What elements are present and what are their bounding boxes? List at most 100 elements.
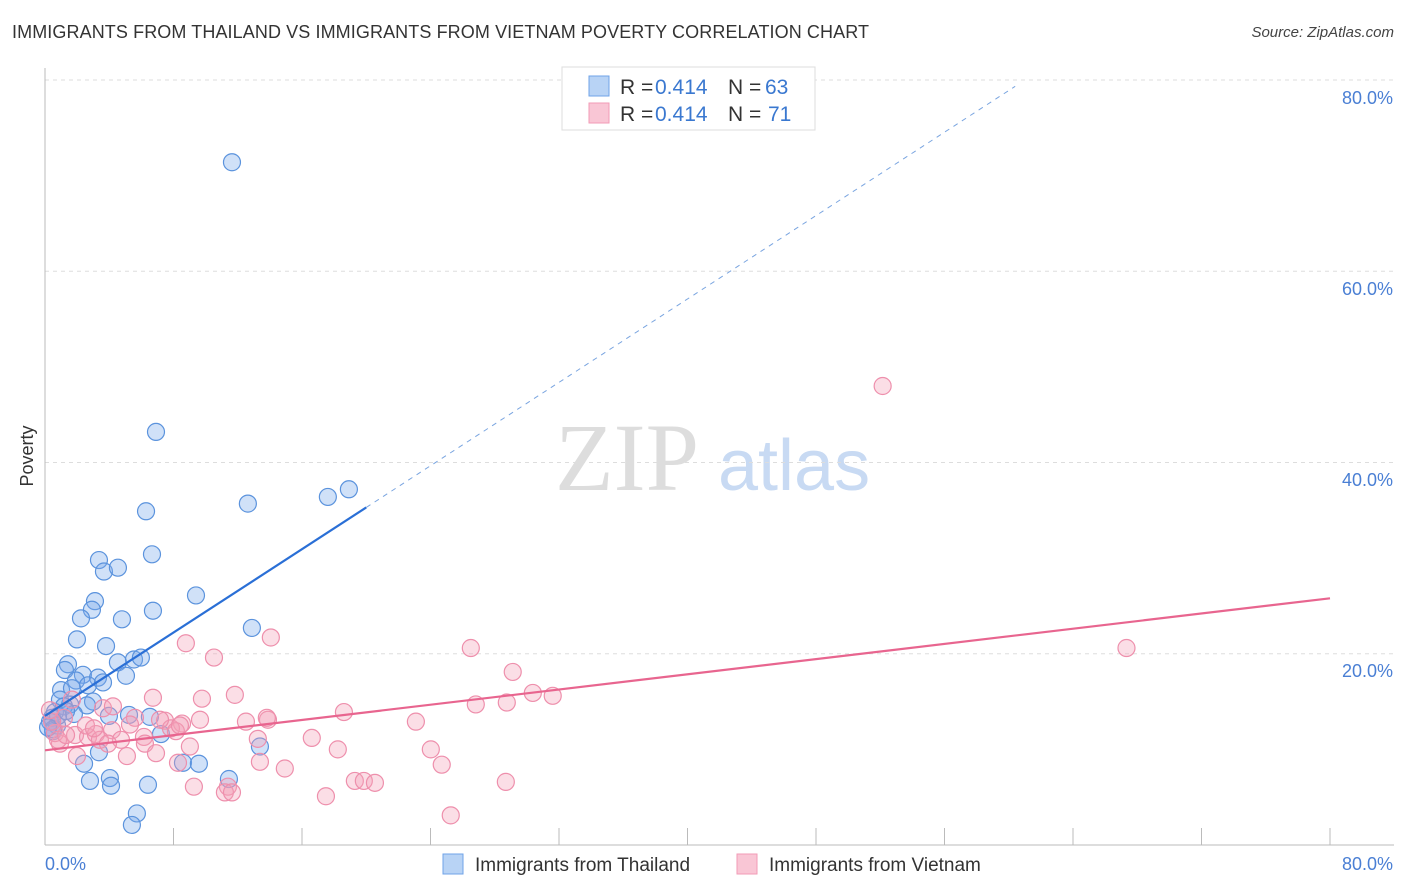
data-point-vietnam (84, 719, 104, 738)
data-point-vietnam (365, 773, 385, 792)
data-point-thailand (189, 754, 208, 773)
data-point-vietnam (421, 740, 440, 759)
data-point-vietnam (441, 806, 460, 825)
y-axis-title: Poverty (17, 425, 37, 486)
data-point-thailand (96, 636, 116, 656)
data-point-vietnam (432, 755, 451, 774)
data-point-vietnam (180, 737, 199, 756)
y-tick-label: 20.0% (1342, 661, 1393, 681)
data-point-vietnam (302, 728, 321, 748)
data-point-thailand (67, 630, 87, 649)
y-tick-label: 40.0% (1342, 470, 1393, 490)
data-point-thailand (108, 558, 128, 577)
data-point-thailand (138, 775, 158, 794)
trend-line-vietnam (44, 597, 1331, 752)
data-point-vietnam (406, 712, 425, 731)
bottom-legend-label-vietnam: Immigrants from Vietnam (769, 855, 981, 876)
bottom-legend-swatch-thailand (442, 853, 464, 875)
data-point-thailand (89, 550, 109, 570)
data-point-vietnam (192, 689, 212, 708)
data-point-thailand (71, 609, 91, 628)
data-point-vietnam (42, 712, 62, 731)
data-point-thailand (242, 618, 261, 638)
data-point-vietnam (461, 638, 480, 658)
data-point-vietnam (204, 648, 224, 667)
data-point-vietnam (261, 628, 280, 647)
watermark: ZIP atlas (555, 404, 870, 511)
watermark-zip: ZIP (555, 404, 699, 511)
data-point-vietnam (257, 708, 276, 727)
data-point-thailand (173, 753, 193, 772)
data-point-vietnam (248, 729, 267, 748)
data-point-thailand (318, 487, 337, 507)
chart-title: IMMIGRANTS FROM THAILAND VS IMMIGRANTS F… (12, 22, 870, 42)
data-point-vietnam (176, 634, 195, 653)
data-point-thailand (127, 804, 146, 823)
data-point-vietnam (215, 783, 234, 802)
data-point-vietnam (1117, 638, 1136, 658)
data-point-thailand (238, 494, 257, 513)
data-point-vietnam (250, 752, 270, 771)
data-point-vietnam (103, 697, 123, 716)
legend-r-label: R = (620, 103, 653, 126)
bottom-legend: Immigrants from Thailand Immigrants from… (442, 853, 981, 876)
data-point-vietnam (184, 777, 203, 796)
data-point-thailand (55, 660, 75, 680)
data-point-vietnam (873, 376, 892, 396)
x-tick-label-min: 0.0% (45, 854, 86, 874)
data-point-thailand (112, 610, 132, 629)
legend-n-label: N = (728, 103, 761, 126)
source-credit: Source: ZipAtlas.com (1251, 24, 1394, 41)
legend-n-label: N = (728, 76, 761, 99)
data-point-vietnam (190, 710, 210, 729)
data-point-thailand (131, 648, 150, 667)
data-point-vietnam (146, 744, 166, 763)
data-point-vietnam (222, 783, 242, 802)
legend-r-value: 0.414 (655, 103, 708, 126)
watermark-atlas: atlas (718, 426, 870, 506)
legend-swatch-vietnam (588, 102, 610, 124)
data-point-thailand (100, 768, 119, 788)
data-point-vietnam (503, 662, 522, 682)
data-point-thailand (136, 502, 156, 521)
data-point-vietnam (496, 772, 515, 791)
bottom-legend-swatch-vietnam (736, 853, 758, 875)
data-point-vietnam (225, 685, 244, 704)
data-point-vietnam (117, 746, 137, 766)
data-point-thailand (339, 480, 359, 499)
data-point-vietnam (316, 787, 336, 806)
data-point-vietnam (56, 725, 76, 745)
data-point-vietnam (328, 740, 347, 759)
data-point-vietnam (120, 715, 140, 734)
data-point-vietnam (275, 759, 294, 778)
trend-line-thailand (44, 506, 367, 717)
data-point-thailand (219, 769, 239, 789)
data-point-thailand (116, 666, 136, 685)
data-point-vietnam (334, 702, 354, 722)
data-point-vietnam (150, 710, 170, 729)
data-point-thailand (122, 815, 141, 835)
x-tick-label-max: 80.0% (1342, 854, 1393, 874)
data-point-thailand (80, 771, 100, 791)
data-point-thailand (94, 562, 114, 581)
legend-n-value: 63 (765, 76, 788, 99)
data-point-vietnam (354, 771, 373, 791)
data-point-vietnam (168, 753, 188, 772)
data-point-thailand (146, 422, 166, 441)
legend-swatch-thailand (588, 75, 610, 97)
trend-line-thailand-extension (365, 85, 1016, 508)
data-point-vietnam (40, 701, 60, 720)
data-point-vietnam (170, 716, 190, 735)
y-tick-label: 60.0% (1342, 279, 1393, 299)
legend-r-value: 0.414 (655, 76, 708, 99)
data-point-thailand (142, 545, 162, 564)
data-point-thailand (140, 707, 159, 726)
data-point-thailand (101, 776, 121, 795)
legend-n-value: 71 (768, 103, 791, 126)
legend-r-label: R = (620, 76, 653, 99)
data-point-vietnam (497, 693, 516, 712)
data-point-vietnam (143, 688, 163, 707)
data-point-thailand (186, 586, 206, 605)
